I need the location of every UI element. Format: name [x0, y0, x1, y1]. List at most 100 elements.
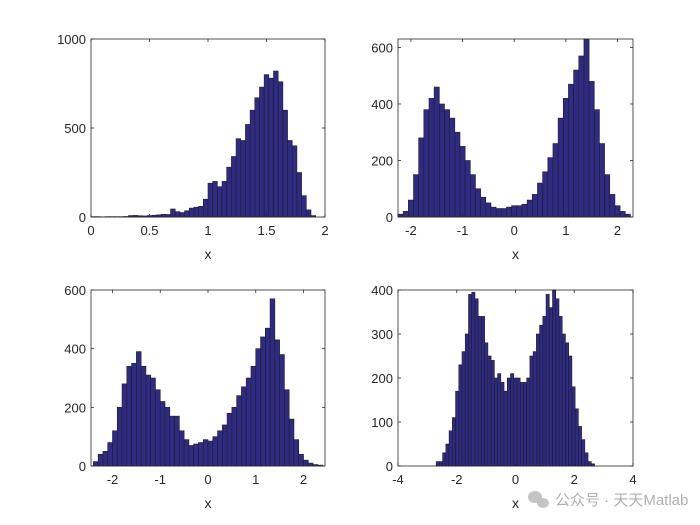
histogram-bar	[298, 453, 304, 467]
histogram-bar	[490, 360, 495, 467]
histogram-bar	[557, 117, 564, 218]
histogram-bar	[500, 382, 505, 467]
histogram-bar	[193, 206, 199, 218]
histogram-bar	[562, 98, 569, 218]
histogram-bar	[503, 390, 508, 467]
histogram-bar	[116, 407, 123, 467]
histogram-bar	[464, 160, 471, 218]
x-tick-label: 0	[511, 223, 518, 238]
histogram-bar	[444, 109, 450, 218]
x-axis-label: x	[205, 246, 212, 262]
subplot-2: -2 -1 0 1 2 0 200 400 600 x	[371, 38, 634, 262]
histogram-bar	[593, 109, 600, 218]
histogram-bar	[207, 440, 214, 467]
histogram-bar	[542, 171, 549, 218]
y-tick-label: 200	[371, 153, 393, 168]
histogram-bar	[207, 182, 213, 218]
histogram-bar	[212, 181, 218, 218]
histogram-bar	[303, 459, 309, 467]
histogram-bar	[470, 174, 476, 218]
x-tick-label: 2	[571, 472, 578, 487]
histogram-bar	[448, 430, 453, 467]
subplot-3: -2 -1 0 1 2 0 200 400 600 x	[64, 283, 326, 511]
x-tick-label: 1	[204, 223, 211, 238]
histogram-bar	[236, 395, 242, 467]
histogram-bar	[274, 339, 280, 467]
histogram-bar	[495, 208, 502, 218]
histogram-bar	[561, 333, 566, 467]
histogram-bar	[145, 374, 151, 467]
histogram-bar	[102, 451, 109, 467]
y-tick-label: 0	[79, 210, 86, 225]
histogram-bar	[169, 415, 175, 467]
histogram-bar	[542, 316, 547, 467]
histogram-bar	[188, 207, 195, 218]
y-tick-label: 0	[79, 459, 86, 474]
x-tick-label: 2	[614, 223, 621, 238]
histogram-bar	[624, 213, 631, 218]
histogram-bar	[202, 439, 209, 467]
histogram-bar	[140, 365, 147, 467]
histogram-bar	[519, 382, 524, 467]
histogram-bar	[193, 443, 199, 467]
histogram-bar	[107, 442, 113, 467]
histogram-bar	[490, 206, 497, 218]
histogram-bar	[588, 81, 595, 218]
histogram-bar	[459, 146, 466, 218]
histogram-bar	[481, 316, 485, 467]
histogram-bar	[423, 109, 430, 218]
histogram-bar	[547, 157, 554, 218]
histogram-bar	[159, 401, 166, 467]
histogram-bar	[578, 55, 585, 218]
histogram-bar	[526, 377, 531, 467]
histogram-bar	[226, 412, 233, 467]
histogram-bar	[226, 166, 232, 218]
histogram-bar	[558, 316, 563, 467]
histogram-bar	[464, 333, 469, 467]
x-axis-label: x	[512, 495, 519, 511]
histogram-bar	[433, 86, 440, 218]
x-tick-label: 1	[252, 472, 259, 487]
histogram-bar	[277, 81, 284, 218]
histogram-bar	[428, 98, 435, 218]
x-tick-label: 2	[300, 472, 307, 487]
histogram-bar	[523, 382, 527, 467]
histogram-bar	[279, 354, 285, 467]
histogram-bar	[155, 389, 161, 467]
histogram-bar	[439, 461, 443, 467]
histogram-bar	[477, 316, 482, 467]
histogram-bar	[500, 208, 507, 218]
histogram-bar	[497, 373, 502, 467]
histogram-bar	[97, 453, 104, 467]
y-tick-label: 600	[64, 283, 86, 298]
histogram-bar	[461, 351, 466, 467]
histogram-bar	[126, 365, 132, 467]
histogram-bar	[284, 389, 290, 467]
watermark: 公众号 · 天天Matlab	[528, 491, 688, 509]
histogram-bar	[259, 86, 265, 218]
histogram-bar	[254, 97, 260, 218]
histogram-bar	[179, 212, 185, 218]
histogram-bar	[568, 83, 574, 218]
histogram-bars	[435, 289, 595, 467]
histogram-bar	[305, 209, 312, 218]
y-tick-label: 200	[371, 371, 393, 386]
histogram-bar	[484, 342, 489, 467]
histogram-bar	[418, 137, 425, 218]
watermark-text: 公众号 · 天天Matlab	[555, 491, 689, 509]
histogram-bar	[587, 461, 592, 467]
histogram-bar	[235, 138, 242, 218]
histogram-bar	[221, 181, 228, 218]
histogram-bar	[245, 124, 251, 218]
histogram-bar	[619, 211, 626, 218]
histogram-bar	[121, 383, 128, 467]
histogram-bar	[480, 196, 487, 218]
x-axis-label: x	[205, 495, 212, 511]
histogram-bar	[291, 145, 298, 218]
histogram-bar	[452, 417, 456, 467]
histogram-bar	[516, 205, 523, 218]
histogram-bar	[301, 195, 307, 218]
axes-box	[397, 38, 634, 218]
histogram-bar	[402, 211, 409, 218]
